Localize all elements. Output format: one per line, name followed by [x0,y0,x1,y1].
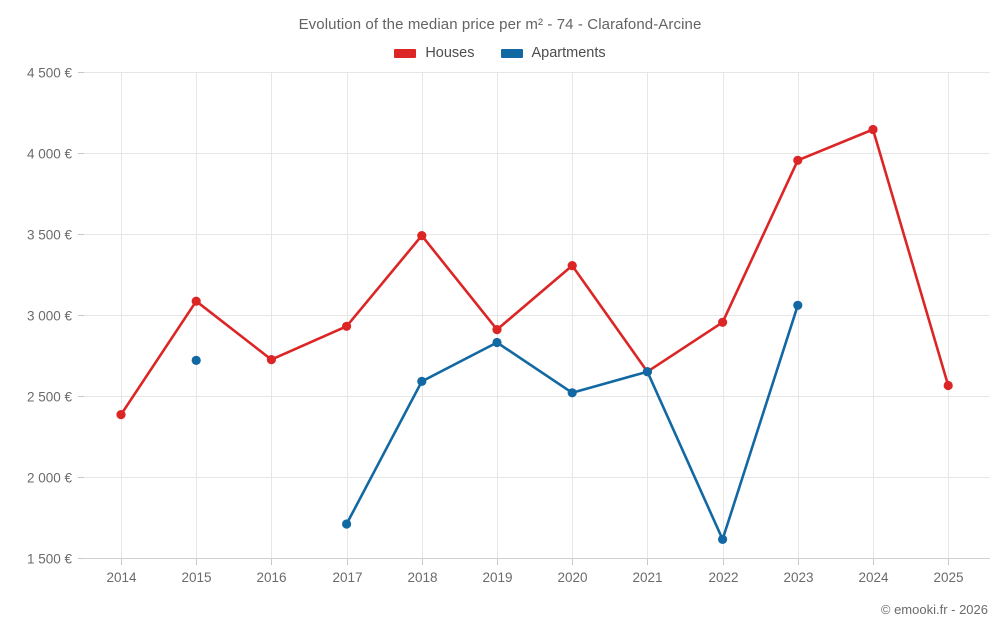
data-point-houses[interactable] [943,380,953,391]
x-axis-tick-label: 2019 [482,570,512,585]
data-point-houses[interactable] [191,296,201,306]
data-point-houses[interactable] [567,261,577,271]
x-axis-tick-label: 2014 [106,570,137,585]
chart-title: Evolution of the median price per m² - 7… [298,16,702,33]
legend-item-apartments[interactable]: Apartments [500,45,606,61]
data-point-apartments[interactable] [191,355,201,365]
data-point-houses[interactable] [342,321,352,331]
y-axis-tick-label: 4 500 € [27,66,73,81]
legend-label-apartments: Apartments [531,45,606,61]
y-axis-tick-label: 1 500 € [27,552,73,567]
x-axis-tick-label: 2017 [332,570,362,585]
chart-legend: Houses Apartments [0,45,1000,61]
data-point-apartments[interactable] [718,534,728,545]
data-point-houses[interactable] [116,410,126,420]
x-axis-tick-label: 2015 [181,570,211,585]
x-axis-tick-label: 2023 [783,570,813,585]
y-axis-tick-label: 3 000 € [27,309,73,324]
data-point-apartments[interactable] [567,388,577,398]
x-axis-tick-label: 2022 [708,570,738,585]
legend-swatch-icon [394,48,417,58]
x-axis-tick-label: 2025 [933,570,963,585]
x-axis-tick-label: 2016 [256,570,286,585]
series-line-houses [119,128,950,416]
y-axis-tick-label: 2 000 € [27,471,73,486]
data-point-houses[interactable] [492,325,502,335]
legend-label-houses: Houses [425,45,475,61]
data-point-houses[interactable] [868,124,878,135]
data-point-houses[interactable] [266,355,276,365]
x-axis-tick-label: 2024 [858,570,889,585]
legend-item-houses[interactable]: Houses [394,45,475,61]
data-point-apartments[interactable] [793,300,803,310]
y-axis-tick-label: 2 500 € [27,390,73,405]
copyright-credit: © emooki.fr - 2026 [880,602,988,617]
x-axis-tick-label: 2021 [632,570,662,585]
data-point-houses[interactable] [417,231,427,241]
y-axis-tick-label: 3 500 € [27,228,73,243]
x-axis-tick-label: 2018 [407,570,437,585]
data-point-apartments[interactable] [417,376,427,386]
x-axis-tick-label: 2020 [557,570,587,585]
legend-swatch-icon [500,48,523,58]
data-point-houses[interactable] [718,317,728,327]
data-point-apartments[interactable] [642,367,653,377]
y-axis-tick-label: 4 000 € [27,147,73,162]
data-point-apartments[interactable] [492,337,502,348]
data-point-houses[interactable] [793,155,803,165]
data-point-apartments[interactable] [342,519,352,529]
